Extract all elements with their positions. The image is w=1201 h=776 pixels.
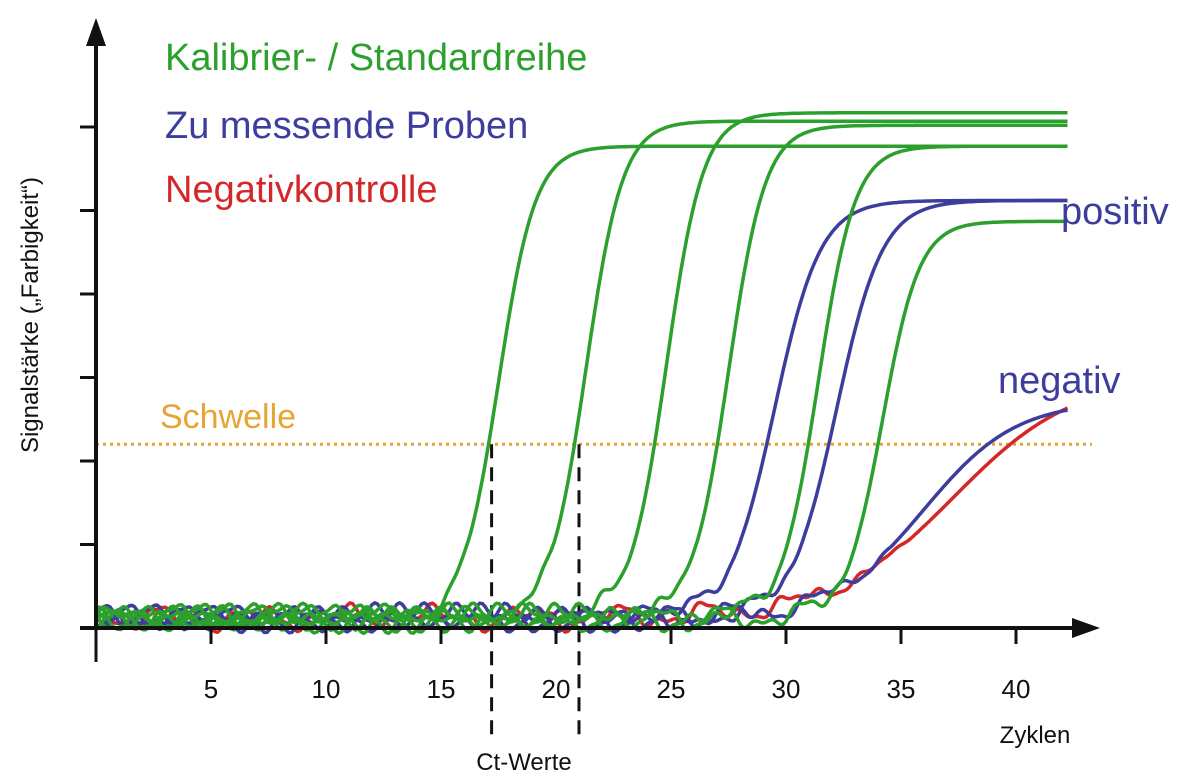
y-axis-label: Signalstärke („Farbigkeit“) <box>17 177 44 453</box>
series-line-samples <box>96 198 1068 635</box>
annotation-positive: positiv <box>1061 191 1169 233</box>
legend-standard: Kalibrier- / Standardreihe <box>165 37 587 79</box>
annotation-negative: negativ <box>998 360 1121 402</box>
x-tick-label: 30 <box>772 674 801 704</box>
series-line-standard <box>96 123 1068 636</box>
x-tick-label: 5 <box>204 674 218 704</box>
x-tick-label: 15 <box>427 674 456 704</box>
x-tick-label: 20 <box>542 674 571 704</box>
x-tick-label: 35 <box>887 674 916 704</box>
legend-negative-control: Negativkontrolle <box>165 169 437 211</box>
series-line-standard <box>96 219 1068 635</box>
threshold-label: Schwelle <box>160 398 296 436</box>
x-tick-label: 10 <box>312 674 341 704</box>
y-axis-arrow <box>86 18 106 46</box>
series-line-standard <box>96 119 1068 635</box>
axis-ticks: 5 10 15 20 25 30 35 40 <box>80 125 1031 704</box>
legend-samples: Zu messende Proben <box>165 105 528 147</box>
series-line-negative-control <box>96 406 1069 635</box>
x-tick-label: 40 <box>1002 674 1031 704</box>
x-axis-label: Zyklen <box>1000 722 1071 749</box>
x-tick-label: 25 <box>657 674 686 704</box>
ct-label: Ct-Werte <box>476 749 572 776</box>
x-axis-arrow <box>1072 618 1100 638</box>
